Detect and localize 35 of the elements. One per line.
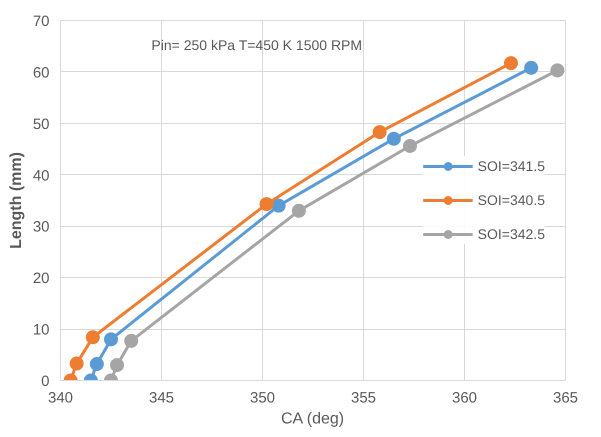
point [504, 56, 518, 70]
y-tick-label: 0 [41, 373, 50, 390]
point [524, 60, 538, 75]
y-tick-label: 30 [32, 218, 50, 236]
y-axis-title: Length (mm) [8, 152, 25, 249]
legend-label: SOI=341.5 [478, 158, 545, 174]
annotation: Pin= 250 kPa T=450 K 1500 RPM [151, 36, 362, 53]
point [550, 63, 564, 78]
point [86, 330, 100, 344]
x-tick-label: 340 [48, 390, 74, 406]
point [90, 357, 104, 372]
x-tick-label: 355 [350, 390, 376, 406]
x-tick-label: 360 [452, 390, 478, 406]
legend-label: SOI=340.5 [478, 192, 545, 208]
x-axis-title: CA (deg) [280, 410, 344, 428]
y-tick-label: 40 [32, 167, 50, 184]
point [70, 356, 84, 371]
x-tick-label: 365 [552, 390, 578, 406]
x-tick-label: 350 [250, 390, 276, 406]
y-tick-label: 10 [32, 322, 50, 339]
point [272, 198, 286, 213]
point [402, 139, 417, 153]
y-tick-label: 70 [32, 13, 50, 30]
point [386, 132, 401, 146]
x-tick-label: 345 [148, 390, 174, 406]
point [372, 125, 387, 140]
legend-label: SOI=342.5 [478, 226, 545, 242]
point [260, 197, 274, 212]
y-tick-label: 60 [32, 64, 50, 82]
y-tick-label: 50 [32, 116, 50, 133]
point [104, 332, 118, 346]
point [110, 358, 124, 372]
point [124, 334, 138, 348]
y-tick-label: 20 [32, 270, 50, 288]
point [292, 204, 306, 218]
